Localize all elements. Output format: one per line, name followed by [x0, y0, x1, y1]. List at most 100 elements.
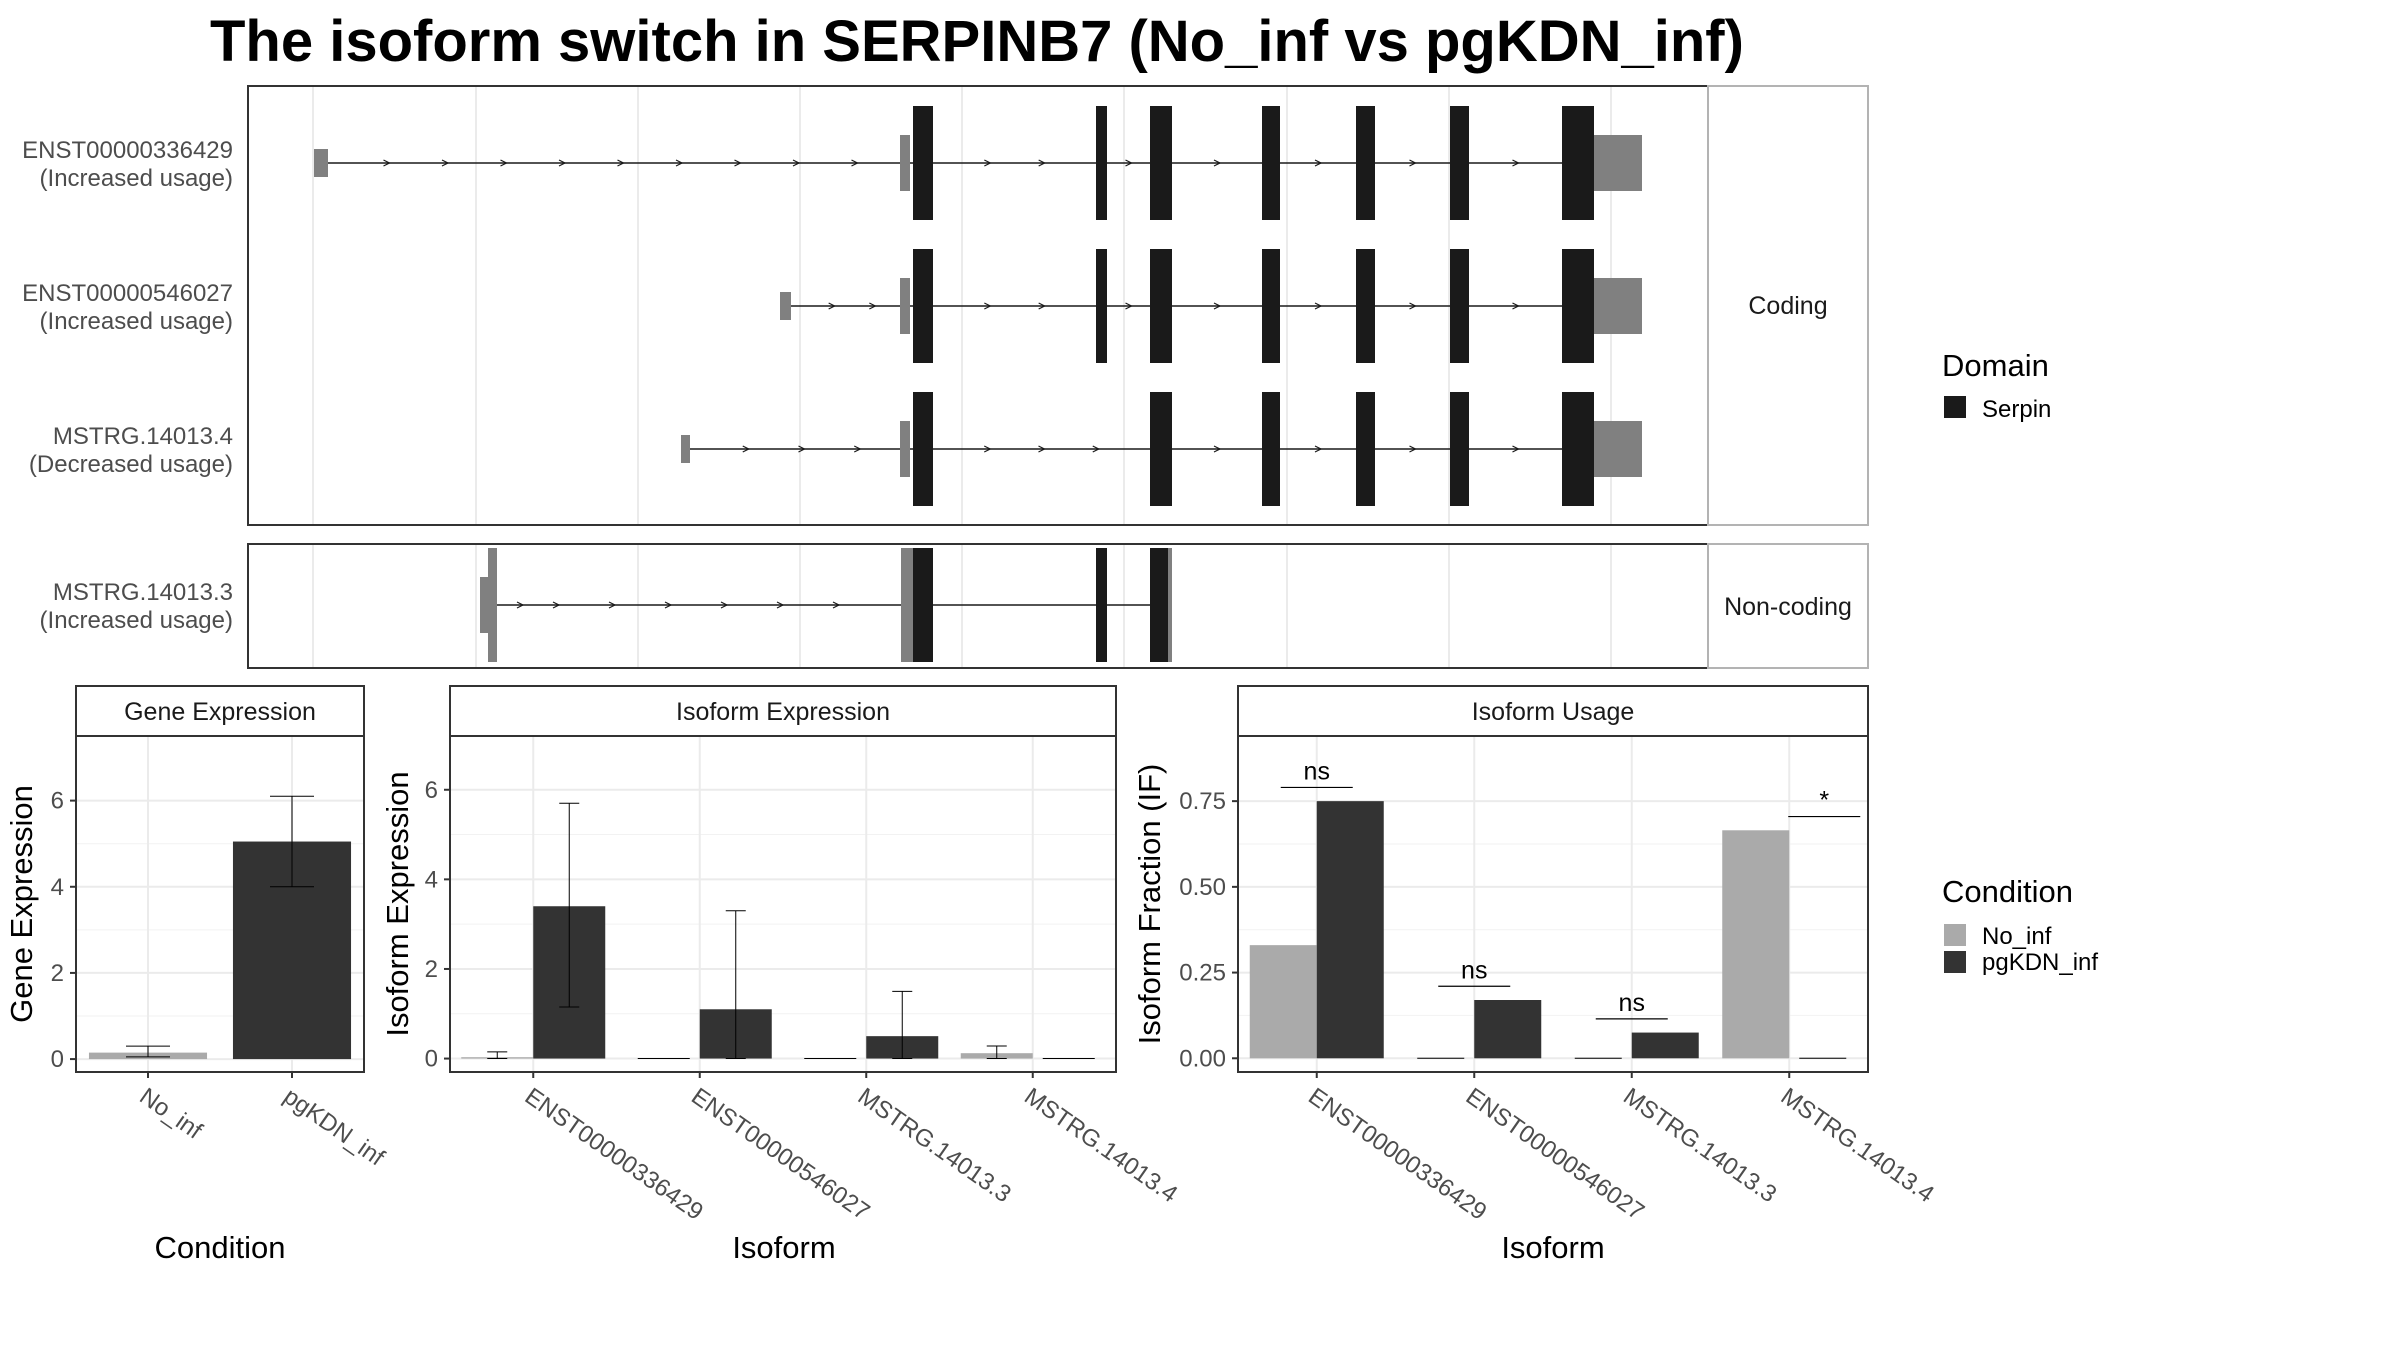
transcript-MSTRG-14013-3-utr-exon [901, 548, 913, 662]
chart-0-ytick-label: 2 [51, 960, 64, 987]
chart-1-xtick-label: ENST00000546027 [686, 1083, 874, 1226]
transcript-usage-label: (Decreased usage) [29, 451, 233, 478]
chart-0-title-strip [75, 685, 365, 737]
chart-2-xtick-label: MSTRG.14013.4 [1776, 1083, 1939, 1208]
transcript-ENST00000336429-domain-exon [1450, 106, 1469, 220]
transcript-MSTRG-14013-4-intron-arrow [1092, 445, 1101, 453]
transcript-ENST00000336429-intron-arrow [851, 159, 859, 167]
transcript-ENST00000546027-intron-arrow [1038, 302, 1047, 310]
transcript-MSTRG-14013-4-domain-exon [1150, 392, 1172, 506]
transcript-usage-label: (Increased usage) [40, 165, 233, 192]
condition-legend-title: Condition [1942, 874, 2073, 909]
transcript-ENST00000546027-domain-exon [1450, 249, 1469, 363]
transcript-ENST00000546027-domain-exon [1150, 249, 1172, 363]
transcript-ENST00000336429-intron-arrow [1512, 159, 1520, 167]
transcript-MSTRG-14013-3-intron-arrow [720, 601, 729, 609]
facet-label-noncoding: Non-coding [1724, 593, 1852, 621]
facet-label-coding: Coding [1748, 292, 1827, 320]
transcript-label: MSTRG.14013.3 [53, 579, 233, 606]
transcript-ENST00000546027-domain-exon [913, 249, 933, 363]
chart-2-ytick-label: 0.50 [1179, 874, 1226, 901]
chart-1-xtick-label: MSTRG.14013.3 [853, 1083, 1016, 1208]
transcript-ENST00000336429-intron-arrow [441, 159, 450, 167]
condition-legend-key-pgkdn-inf [1944, 951, 1966, 973]
transcript-MSTRG-14013-3-intron-arrow [552, 601, 561, 609]
chart-2-significance-label: * [1819, 787, 1829, 815]
chart-0-ytick-label: 0 [51, 1046, 64, 1073]
transcript-ENST00000336429-domain-exon [1262, 106, 1280, 220]
chart-1-yaxis-title: Isoform Expression [380, 771, 415, 1036]
chart-2-ytick-label: 0.75 [1179, 788, 1226, 815]
transcript-ENST00000336429-intron-arrow [500, 159, 508, 167]
transcript-MSTRG-14013-4-utr-exon [681, 435, 690, 463]
transcript-MSTRG-14013-4-intron-arrow [1512, 445, 1520, 453]
chart-2-bar [1631, 1032, 1699, 1059]
transcript-ENST00000336429-intron-arrow [1213, 159, 1222, 167]
transcript-MSTRG-14013-4-intron-arrow [853, 445, 862, 453]
transcript-ENST00000336429-domain-exon [1356, 106, 1375, 220]
chart-2-ytick-label: 0.00 [1179, 1045, 1226, 1072]
transcript-ENST00000336429-utr-exon [314, 149, 328, 177]
chart-1-title-strip [449, 685, 1117, 737]
transcript-ENST00000546027-intron-arrow [869, 302, 877, 310]
chart-2-significance-label: ns [1304, 757, 1330, 785]
transcript-ENST00000336429-intron-arrow [1038, 159, 1047, 167]
transcript-usage-label: (Increased usage) [40, 308, 233, 335]
transcript-MSTRG-14013-3-utr-exon [488, 548, 497, 662]
chart-1-xaxis-title: Isoform [732, 1230, 835, 1265]
chart-2-bar [1474, 1000, 1542, 1059]
chart-2-bar [1722, 830, 1790, 1059]
transcript-MSTRG-14013-3-domain-exon [913, 548, 933, 662]
domain-legend-title: Domain [1942, 348, 2049, 383]
transcript-MSTRG-14013-3-intron-arrow [516, 601, 525, 609]
transcript-ENST00000336429-intron-arrow [792, 159, 801, 167]
domain-legend-label-serpin: Serpin [1982, 396, 2051, 423]
transcript-MSTRG-14013-4-domain-exon [1356, 392, 1375, 506]
chart-2-bar [1249, 945, 1317, 1059]
transcript-MSTRG-14013-4-intron-arrow [1213, 445, 1222, 453]
chart-2-xtick-label: MSTRG.14013.3 [1618, 1083, 1781, 1208]
transcript-MSTRG-14013-4-utr-exon [900, 421, 910, 477]
chart-1-ytick-label: 2 [425, 956, 438, 983]
transcript-ENST00000546027-domain-exon [1356, 249, 1375, 363]
chart-1-title: Isoform Expression [676, 698, 890, 726]
transcript-label: MSTRG.14013.4 [53, 423, 233, 450]
transcript-ENST00000336429-intron-arrow [1314, 159, 1323, 167]
transcript-MSTRG-14013-4-domain-exon [1262, 392, 1280, 506]
transcript-MSTRG-14013-3-intron-arrow [664, 601, 673, 609]
transcript-ENST00000546027-intron-arrow [1314, 302, 1323, 310]
transcript-ENST00000546027-utr-exon [780, 292, 791, 320]
chart-1-xtick-label: ENST00000336429 [520, 1083, 708, 1226]
condition-legend-key-no-inf [1944, 924, 1966, 946]
transcript-MSTRG-14013-4-intron-arrow [1314, 445, 1323, 453]
chart-0-xtick-label: No_inf [135, 1083, 208, 1145]
transcript-MSTRG-14013-3-domain-exon [1096, 548, 1107, 662]
transcript-ENST00000336429-intron-arrow [734, 159, 742, 167]
transcript-MSTRG-14013-4-intron-arrow [1409, 445, 1417, 453]
transcript-ENST00000336429-intron-arrow [1409, 159, 1417, 167]
transcript-MSTRG-14013-3-intron-arrow [832, 601, 841, 609]
coding-facet-strip [1707, 85, 1869, 526]
transcript-MSTRG-14013-4-domain-exon [913, 392, 933, 506]
transcript-MSTRG-14013-4-intron-arrow [1038, 445, 1046, 453]
transcript-ENST00000336429-domain-exon [1150, 106, 1172, 220]
transcript-ENST00000546027-utr-exon [1594, 278, 1642, 334]
transcript-ENST00000336429-intron-arrow [675, 159, 684, 167]
chart-1-ytick-label: 6 [425, 777, 438, 804]
chart-1-ytick-label: 0 [425, 1046, 438, 1073]
transcript-ENST00000336429-intron-arrow [1125, 159, 1133, 167]
chart-2-bar [1316, 801, 1384, 1059]
transcript-MSTRG-14013-3-utr-exon [480, 577, 490, 633]
chart-0-xtick-label: pgKDN_inf [279, 1083, 390, 1172]
transcript-ENST00000546027-intron-arrow [1213, 302, 1222, 310]
transcript-ENST00000546027-intron-arrow [1512, 302, 1520, 310]
transcript-ENST00000336429-domain-exon [1096, 106, 1107, 220]
chart-0-title: Gene Expression [124, 698, 316, 726]
domain-legend-key-serpin [1944, 396, 1966, 418]
noncoding-panel-background [248, 544, 1708, 668]
chart-2-significance-label: ns [1461, 956, 1487, 984]
chart-2-title: Isoform Usage [1472, 698, 1635, 726]
transcript-usage-label: (Increased usage) [40, 607, 233, 634]
transcript-ENST00000546027-intron-arrow [984, 302, 992, 310]
